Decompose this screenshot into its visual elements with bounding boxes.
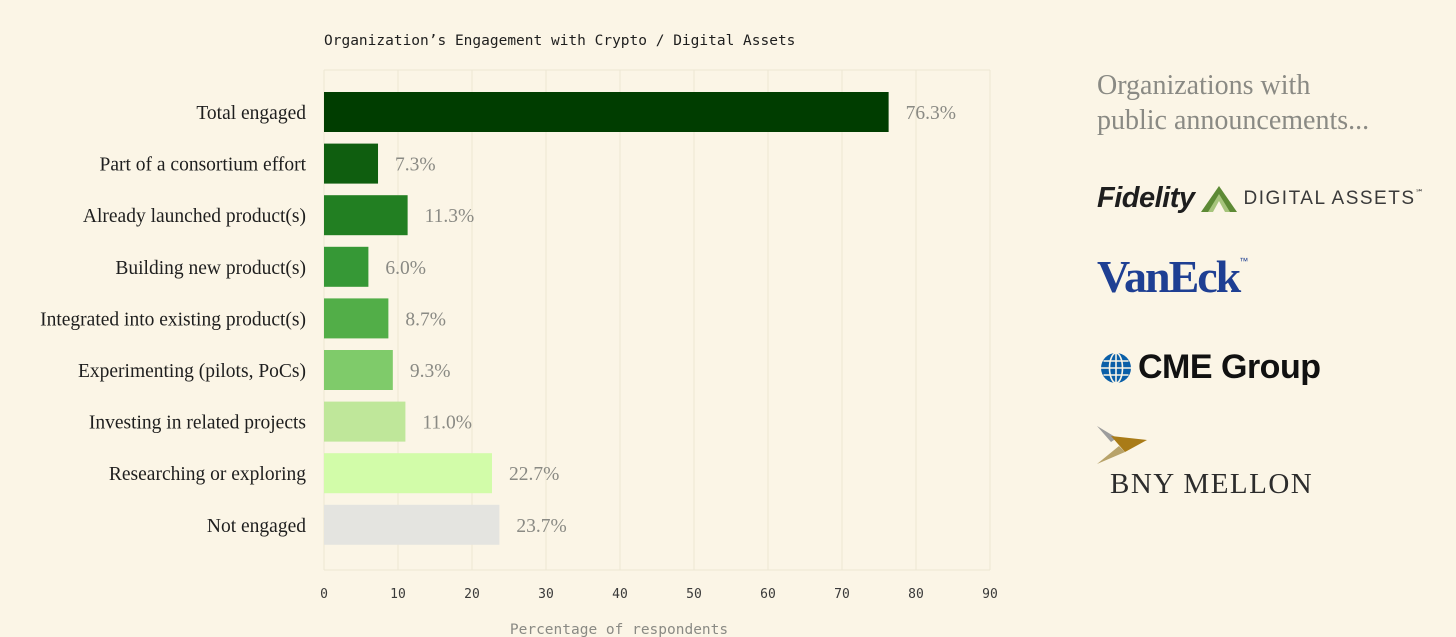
value-label: 76.3%: [906, 103, 956, 124]
value-label: 9.3%: [410, 361, 451, 382]
bny-mellon-logo: BNY MELLON: [1097, 424, 1317, 502]
vaneck-trademark: ™: [1239, 256, 1249, 266]
x-tick-label: 60: [760, 587, 776, 602]
sidebar: Organizations with public announcements.…: [1097, 68, 1437, 138]
category-label: Total engaged: [196, 103, 306, 124]
x-axis-ticks: 0 10 20 30 40 50 60 70 80 90: [320, 587, 998, 602]
chart-bars: [324, 92, 889, 545]
sidebar-heading-line2: public announcements...: [1097, 105, 1370, 136]
x-tick-label: 50: [686, 587, 702, 602]
cme-wordmark: CME Group: [1138, 348, 1321, 386]
x-tick-label: 30: [538, 587, 554, 602]
vaneck-logo: VanEck ™: [1097, 250, 1248, 303]
sidebar-heading-line1: Organizations with: [1097, 70, 1311, 101]
x-tick-label: 40: [612, 587, 628, 602]
category-label: Part of a consortium effort: [99, 155, 306, 176]
x-tick-label: 20: [464, 587, 480, 602]
bny-mellon-wordmark: BNY MELLON: [1110, 468, 1314, 500]
bar: [324, 195, 408, 236]
cme-logo: CME Group: [1100, 348, 1321, 387]
value-label: 6.0%: [385, 258, 426, 279]
bar: [324, 298, 389, 339]
x-tick-label: 90: [982, 587, 998, 602]
category-label: Integrated into existing product(s): [40, 309, 306, 330]
bar-chart: Organization’s Engagement with Crypto / …: [40, 33, 998, 637]
bar: [324, 453, 492, 494]
category-label: Researching or exploring: [109, 464, 306, 485]
globe-icon: [1101, 351, 1131, 384]
vaneck-wordmark: VanEck: [1097, 251, 1241, 302]
fidelity-logo: Fidelity DIGITAL ASSETS ℠: [1097, 182, 1424, 215]
category-label: Experimenting (pilots, PoCs): [78, 361, 306, 382]
bar: [324, 246, 369, 287]
value-labels: 76.3% 7.3% 11.3% 6.0% 8.7% 9.3% 11.0% 22.7% 23.7…: [385, 103, 956, 537]
value-label: 23.7%: [516, 516, 566, 537]
x-tick-label: 0: [320, 587, 328, 602]
value-label: 22.7%: [509, 464, 559, 485]
bny-mark-icon: [1097, 426, 1147, 464]
x-tick-label: 80: [908, 587, 924, 602]
value-label: 11.3%: [425, 206, 475, 227]
sidebar-heading: Organizations with public announcements.…: [1097, 68, 1437, 138]
bar: [324, 143, 379, 184]
category-label: Not engaged: [207, 516, 306, 537]
fidelity-wordmark: Fidelity: [1097, 182, 1195, 214]
fidelity-subtext: DIGITAL ASSETS: [1243, 187, 1416, 209]
category-labels: Total engaged Part of a consortium effort…: [40, 103, 306, 537]
value-label: 7.3%: [395, 155, 436, 176]
chart-title: Organization’s Engagement with Crypto / …: [324, 33, 795, 49]
fidelity-service-mark: ℠: [1415, 188, 1424, 197]
x-tick-label: 10: [390, 587, 406, 602]
value-label: 8.7%: [405, 309, 446, 330]
bar: [324, 350, 393, 390]
category-label: Building new product(s): [115, 258, 306, 279]
x-tick-label: 70: [834, 587, 850, 602]
x-axis-label: Percentage of respondents: [510, 622, 728, 637]
bar: [324, 504, 500, 545]
bar: [324, 401, 406, 442]
value-label: 11.0%: [422, 413, 472, 434]
bar: [324, 92, 889, 132]
fidelity-triangle-icon: [1200, 185, 1237, 212]
category-label: Investing in related projects: [89, 413, 306, 434]
category-label: Already launched product(s): [83, 206, 306, 227]
